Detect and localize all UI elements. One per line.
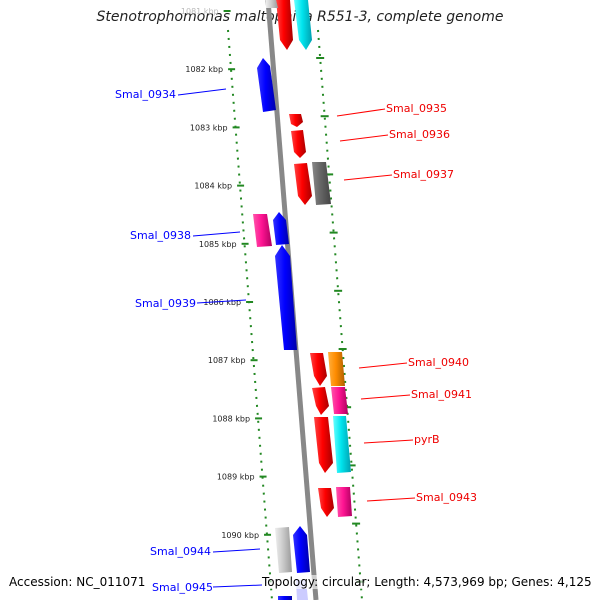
gene-label-smal-0940: Smal_0940	[408, 356, 469, 369]
gene-label-smal-0939: Smal_0939	[135, 297, 196, 310]
gene-smal-0943-magenta	[336, 487, 352, 517]
gene-label-pyrb: pyrB	[414, 433, 440, 446]
scale-label: 1088 kbp	[212, 414, 250, 423]
scale-dotted-line-left	[227, 29, 273, 600]
gene-smal-0935	[289, 114, 303, 127]
gene-smal-0938-magenta	[253, 214, 272, 247]
scale-label: 1087 kbp	[208, 356, 246, 365]
left-gene-labels: Smal_0934 Smal_0938 Smal_0939 Smal_0944 …	[115, 88, 213, 594]
scale-label: 1081 kbp	[181, 7, 219, 16]
right-gene-labels: Smal_0935 Smal_0936 Smal_0937 Smal_0940 …	[386, 102, 477, 504]
accession-text: Accession: NC_011071	[9, 575, 146, 589]
gene-smal-0940-red	[310, 353, 327, 386]
gene-top-lightgray	[266, 0, 278, 8]
scale-label: 1082 kbp	[185, 65, 223, 74]
gene-label-smal-0938: Smal_0938	[130, 229, 191, 242]
gene-label-smal-0941: Smal_0941	[411, 388, 472, 401]
gene-smal-0940-orange	[328, 352, 345, 386]
scale-label: 1086 kbp	[203, 298, 241, 307]
gene-smal-0943-red	[318, 488, 334, 517]
gene-smal-0944-blue	[293, 526, 310, 573]
gene-smal-0941-red	[312, 387, 329, 415]
scale-label: 1089 kbp	[217, 473, 255, 482]
gene-label-smal-0935: Smal_0935	[386, 102, 447, 115]
gene-label-smal-0936: Smal_0936	[389, 128, 450, 141]
gene-smal-0945-blue	[278, 596, 292, 600]
label-leader-lines	[177, 88, 416, 588]
gene-label-smal-0945: Smal_0945	[152, 581, 213, 594]
gene-smal-0937-gray	[312, 162, 331, 205]
gene-pyrb-cyan	[333, 416, 351, 473]
scale-label: 1083 kbp	[190, 123, 228, 132]
gene-label-smal-0944: Smal_0944	[150, 545, 211, 558]
gene-pyrb-red	[314, 417, 333, 473]
gene-label-smal-0943: Smal_0943	[416, 491, 477, 504]
gene-smal-0939	[275, 245, 297, 350]
gene-smal-0937-red	[294, 163, 312, 205]
topology-text: Topology: circular; Length: 4,573,969 bp…	[262, 575, 592, 589]
scale-label: 1090 kbp	[221, 531, 259, 540]
gene-top-cyan	[294, 0, 312, 50]
gene-smal-0944-lightgray	[275, 527, 292, 573]
gene-label-smal-0934: Smal_0934	[115, 88, 176, 101]
gene-smal-0938-blue	[273, 212, 289, 245]
gene-top-red	[276, 0, 293, 50]
gene-smal-0934	[257, 58, 276, 112]
gene-features	[253, 0, 352, 600]
gene-smal-0936	[291, 130, 306, 158]
gene-smal-0941-magenta	[331, 387, 348, 414]
scale-ticks: 1081 kbp 1082 kbp 1083 kbp 1084 kbp 1085 kbp…	[181, 7, 365, 583]
scale-label: 1084 kbp	[194, 182, 232, 191]
scale-label: 1085 kbp	[199, 240, 237, 249]
gene-label-smal-0937: Smal_0937	[393, 168, 454, 181]
